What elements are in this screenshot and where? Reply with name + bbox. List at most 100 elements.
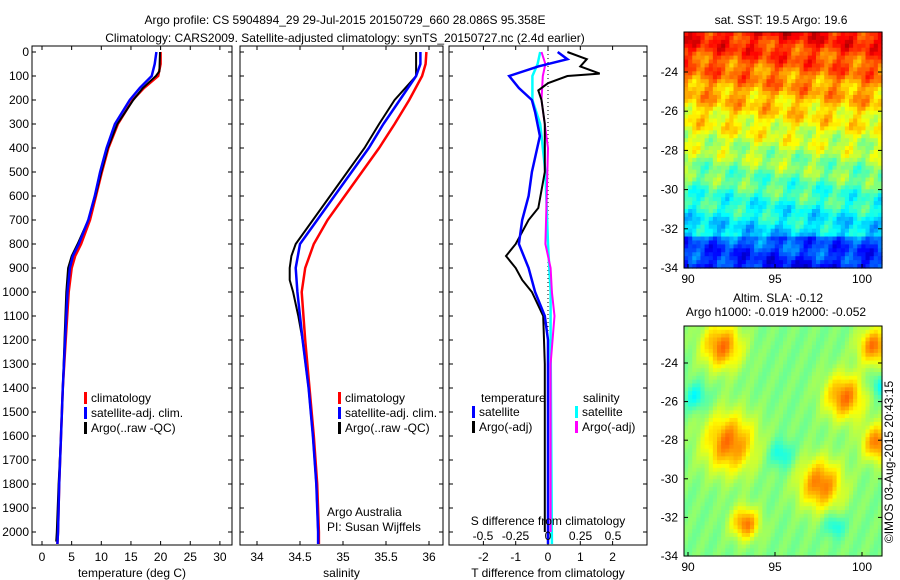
map-cell — [799, 205, 805, 210]
map-cell — [712, 513, 718, 519]
map-cell — [774, 502, 780, 507]
map-cell — [803, 513, 809, 519]
map-cell — [778, 533, 784, 538]
map-cell — [750, 201, 755, 206]
map-cell — [824, 244, 829, 249]
map-cell — [811, 177, 817, 183]
map-cell — [824, 51, 829, 57]
map-cell — [795, 387, 801, 392]
map-cell — [816, 429, 821, 434]
map-cell — [824, 177, 829, 183]
map-cell — [700, 498, 706, 503]
map-cell — [803, 467, 809, 473]
map-cell — [688, 437, 693, 442]
map-cell — [877, 32, 883, 37]
map-cell — [795, 126, 801, 131]
map-cell — [803, 540, 809, 546]
map-cell — [787, 418, 792, 423]
map-cell — [824, 59, 829, 65]
map-cell — [725, 98, 730, 104]
map-cell — [684, 102, 689, 108]
map-cell — [799, 429, 805, 434]
map-cell — [787, 75, 792, 80]
map-cell — [803, 83, 809, 88]
map-cell — [754, 197, 759, 202]
map-cell — [733, 228, 739, 234]
map-cell — [741, 498, 747, 503]
map-cell — [816, 173, 821, 179]
map-cell — [877, 177, 883, 183]
map-cell — [700, 536, 706, 542]
map-cell — [787, 134, 792, 139]
map-cell — [708, 32, 714, 37]
map-cell — [828, 197, 834, 202]
map-cell — [700, 510, 706, 515]
map-cell — [729, 460, 735, 465]
map-cell — [787, 142, 792, 147]
map-cell — [816, 360, 821, 365]
map-cell — [778, 406, 784, 411]
map-cell — [766, 425, 772, 431]
map-cell — [717, 494, 722, 500]
map-cell — [783, 391, 788, 396]
map-cell — [684, 372, 689, 377]
map-cell — [803, 220, 809, 226]
map-cell — [745, 150, 751, 155]
map-cell — [733, 383, 739, 388]
map-cell — [861, 193, 867, 198]
map-cell — [708, 368, 714, 373]
map-cell — [712, 406, 718, 411]
map-cell — [820, 126, 825, 131]
map-cell — [729, 452, 735, 457]
map-cell — [725, 402, 730, 408]
map-cell — [758, 232, 763, 238]
map-cell — [704, 536, 710, 542]
map-cell — [737, 71, 743, 76]
map-cell — [803, 165, 809, 171]
map-cell — [774, 39, 780, 45]
map-cell — [828, 173, 834, 179]
map-cell — [754, 256, 759, 261]
map-cell — [857, 165, 862, 171]
map-cell — [733, 490, 739, 496]
map-cell — [762, 205, 768, 210]
map-cell — [832, 165, 838, 171]
map-cell — [733, 67, 739, 72]
map-cell — [750, 490, 755, 496]
map-cell — [853, 185, 858, 190]
map-cell — [828, 138, 834, 143]
map-cell — [816, 248, 821, 253]
map-cell — [725, 337, 730, 342]
map-cell — [717, 157, 722, 163]
map-cell — [811, 51, 817, 57]
map-cell — [688, 157, 693, 163]
map-cell — [737, 138, 743, 143]
map-cell — [828, 169, 834, 175]
map-cell — [869, 150, 875, 155]
map-cell — [704, 232, 710, 238]
map-cell — [778, 490, 784, 496]
map-cell — [811, 32, 817, 37]
map-cell — [799, 513, 805, 519]
map-cell — [733, 498, 739, 503]
map-cell — [754, 228, 759, 234]
map-cell — [758, 398, 763, 404]
map-cell — [774, 181, 780, 186]
map-cell — [729, 63, 735, 68]
map-cell — [853, 240, 858, 245]
map-cell — [857, 51, 862, 57]
map-cell — [799, 360, 805, 365]
map-cell — [791, 540, 796, 546]
map-cell — [849, 224, 854, 230]
map-cell — [778, 452, 784, 457]
map-cell — [807, 456, 813, 461]
map-cell — [729, 483, 735, 488]
map-cell — [733, 59, 739, 65]
map-cell — [836, 228, 842, 234]
map-cell — [840, 126, 846, 131]
map-cell — [873, 83, 879, 88]
map-cell — [704, 216, 710, 222]
map-cell — [840, 260, 846, 265]
map-cell — [857, 248, 862, 253]
map-cell — [861, 197, 867, 202]
